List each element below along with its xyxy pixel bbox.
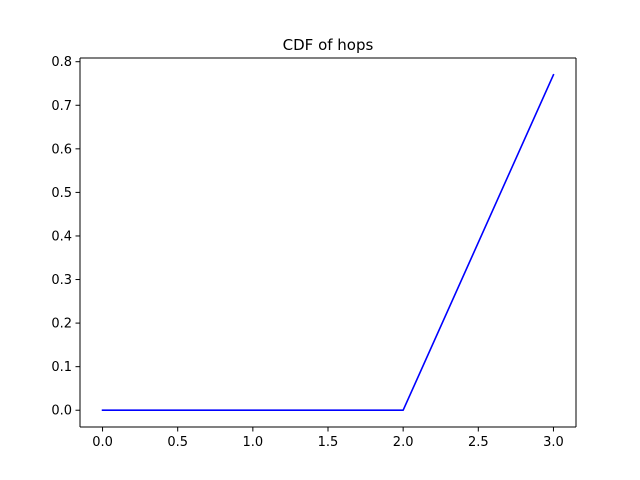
y-tick-label-5: 0.5 xyxy=(51,186,72,201)
x-tick-label-6: 3.0 xyxy=(543,435,564,450)
y-tick-label-2: 0.2 xyxy=(51,317,72,332)
series-line-0 xyxy=(101,73,555,412)
plot-area: 0.0 0.5 1.0 1.5 2.0 2.5 3.0 0.0 0.1 0.2 0.3 0.4 0.5 0… xyxy=(51,55,577,450)
y-tick-label-8: 0.8 xyxy=(51,55,72,70)
y-tick-label-0: 0.0 xyxy=(51,404,72,419)
y-tick-label-4: 0.4 xyxy=(51,229,72,244)
x-tick-label-1: 0.5 xyxy=(167,435,188,450)
x-tick-label-0: 0.0 xyxy=(92,435,113,450)
x-tick-label-4: 2.0 xyxy=(393,435,414,450)
x-tick-label-3: 1.5 xyxy=(318,435,339,450)
y-tick-label-6: 0.6 xyxy=(51,142,72,157)
y-tick-label-1: 0.1 xyxy=(51,360,72,375)
x-tick-label-5: 2.5 xyxy=(468,435,489,450)
y-tick-label-7: 0.7 xyxy=(51,99,72,114)
x-tick-label-2: 1.0 xyxy=(243,435,264,450)
y-tick-label-3: 0.3 xyxy=(51,273,72,288)
chart-title: CDF of hops xyxy=(283,36,374,54)
